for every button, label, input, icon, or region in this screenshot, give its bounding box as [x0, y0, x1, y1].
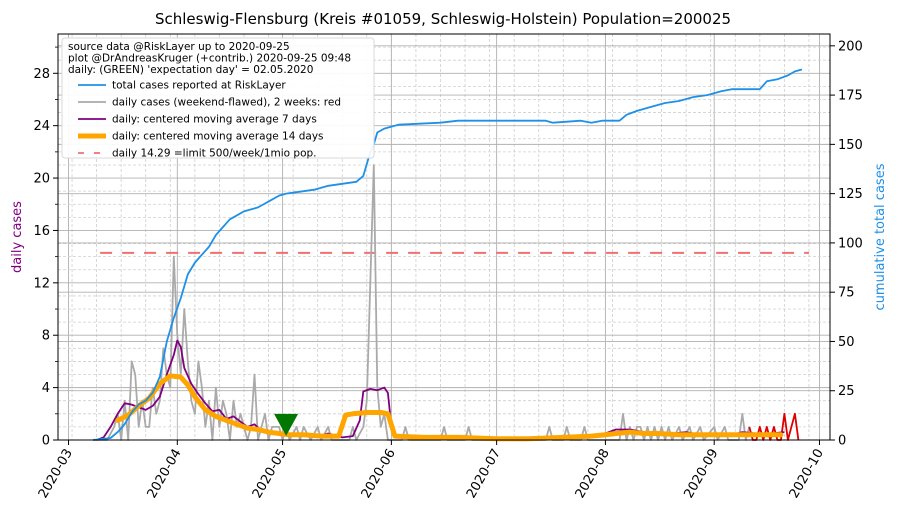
x-tick-label: 2020-08	[573, 447, 613, 502]
left-axis-label: daily cases	[10, 201, 25, 273]
expectation-day-marker	[274, 413, 299, 436]
legend: source data @RiskLayer up to 2020-09-25p…	[61, 37, 375, 160]
right-tick-label: 75	[838, 286, 855, 301]
chart-title: Schleswig-Flensburg (Kreis #01059, Schle…	[155, 10, 731, 28]
series-daily-raw	[93, 164, 751, 441]
right-tick-label: 200	[838, 39, 863, 54]
right-tick-label: 50	[838, 335, 855, 350]
left-tick-label: 20	[33, 172, 50, 187]
legend-label-ma7: daily: centered moving average 7 days	[112, 114, 317, 126]
right-tick-label: 125	[838, 187, 863, 202]
right-tick-label: 100	[838, 236, 863, 251]
legend-label-ma14: daily: centered moving average 14 days	[112, 131, 324, 143]
legend-info-line: plot @DrAndreasKruger (+contrib.) 2020-0…	[68, 53, 351, 65]
series-cumulative	[92, 68, 803, 441]
x-tick-label: 2020-04	[145, 447, 185, 502]
x-tick-label: 2020-10	[787, 447, 827, 502]
x-tick-label: 2020-03	[36, 447, 76, 502]
right-tick-label: 175	[838, 89, 863, 104]
left-tick-label: 4	[42, 381, 50, 396]
x-tick-label: 2020-07	[464, 447, 504, 502]
x-tick-label: 2020-05	[250, 447, 290, 502]
right-tick-label: 25	[838, 384, 855, 399]
x-tick-label: 2020-09	[682, 447, 722, 502]
left-tick-label: 16	[33, 224, 50, 239]
legend-box	[61, 37, 375, 159]
legend-info-line: daily: (GREEN) 'expectation day' = 02.05…	[68, 64, 313, 76]
x-tick-label: 2020-06	[359, 447, 399, 502]
left-tick-label: 12	[33, 276, 50, 291]
left-tick-label: 28	[33, 67, 50, 82]
series-ma14	[115, 373, 784, 442]
plot-series	[92, 68, 809, 442]
right-tick-label: 150	[838, 138, 863, 153]
legend-label-daily_raw: daily cases (weekend-flawed), 2 weeks: r…	[112, 97, 341, 109]
legend-info-line: source data @RiskLayer up to 2020-09-25	[68, 41, 290, 53]
left-tick-label: 8	[42, 329, 50, 344]
right-axis-label: cumulative total cases	[873, 163, 888, 310]
plot-frame	[57, 33, 831, 441]
right-tick-label: 0	[838, 434, 846, 449]
left-tick-label: 0	[42, 434, 50, 449]
left-tick-label: 24	[33, 119, 50, 134]
legend-label-limit: daily 14.29 =limit 500/week/1mio pop.	[112, 148, 317, 160]
legend-label-cumulative: total cases reported at RiskLayer	[112, 80, 286, 92]
